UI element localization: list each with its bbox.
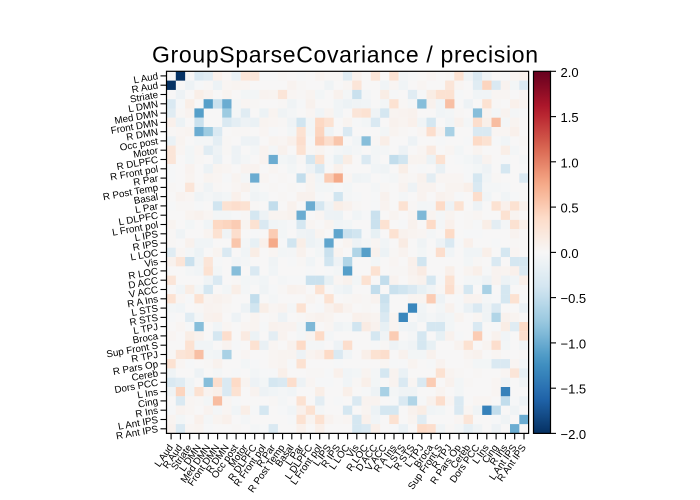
svg-text:Vis: Vis [144, 257, 159, 270]
svg-text:−2.0: −2.0 [561, 427, 587, 442]
svg-text:L DMN: L DMN [127, 99, 159, 115]
svg-text:R IPS: R IPS [132, 238, 160, 253]
svg-text:R TPJ: R TPJ [130, 350, 159, 366]
svg-text:L TPJ: L TPJ [132, 322, 159, 337]
svg-text:L Ins: L Ins [137, 387, 160, 401]
svg-text:R Aud: R Aud [131, 81, 159, 96]
svg-text:1.0: 1.0 [561, 155, 579, 170]
svg-text:R Ins: R Ins [135, 406, 160, 421]
svg-text:GroupSparseCovariance / precis: GroupSparseCovariance / precision [152, 41, 538, 67]
svg-text:−1.5: −1.5 [561, 382, 587, 397]
svg-text:L IPS: L IPS [134, 229, 160, 244]
svg-text:R LOC: R LOC [128, 266, 159, 282]
svg-text:R Par: R Par [132, 173, 159, 188]
svg-text:0.0: 0.0 [561, 246, 579, 261]
svg-text:Cing: Cing [137, 396, 159, 410]
svg-text:R A Ins: R A Ins [127, 294, 160, 310]
svg-text:−0.5: −0.5 [561, 291, 587, 306]
svg-text:D ACC: D ACC [128, 276, 159, 292]
svg-text:−1.0: −1.0 [561, 336, 587, 351]
svg-text:L STS: L STS [131, 303, 160, 319]
svg-text:Basal: Basal [133, 192, 159, 207]
svg-text:2.0: 2.0 [561, 65, 579, 80]
svg-text:R STS: R STS [129, 313, 160, 329]
svg-text:Motor: Motor [132, 145, 159, 160]
svg-text:Broca: Broca [132, 331, 160, 346]
svg-text:L Aud: L Aud [133, 71, 159, 86]
svg-text:Striate: Striate [129, 90, 159, 106]
svg-text:0.5: 0.5 [561, 201, 579, 216]
svg-text:1.5: 1.5 [561, 110, 579, 125]
svg-text:R DMN: R DMN [125, 127, 159, 143]
svg-text:L Par: L Par [134, 201, 159, 216]
svg-text:Cereb: Cereb [131, 368, 160, 384]
svg-text:V ACC: V ACC [128, 285, 159, 301]
svg-text:L LOC: L LOC [130, 248, 159, 264]
